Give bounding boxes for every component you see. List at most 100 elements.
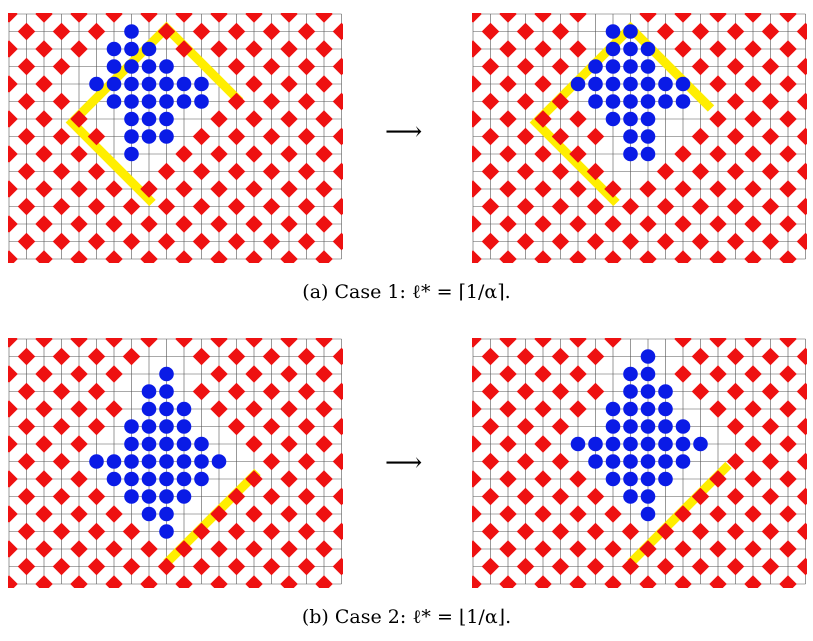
red-site — [35, 13, 53, 23]
red-site — [656, 22, 675, 41]
blue-site — [640, 59, 656, 74]
lattice — [472, 13, 807, 263]
red-site — [499, 215, 517, 233]
red-site — [586, 347, 605, 366]
red-site — [761, 92, 780, 111]
blue-site — [570, 76, 586, 92]
red-site — [639, 180, 657, 198]
blue-site — [141, 384, 157, 399]
blue-site — [124, 24, 139, 39]
red-site — [280, 40, 298, 58]
red-site — [744, 250, 762, 263]
red-site — [534, 13, 552, 23]
red-site — [761, 417, 780, 436]
red-site — [332, 232, 343, 251]
blue-site — [588, 94, 603, 109]
red-site — [315, 180, 333, 198]
red-site — [691, 522, 710, 541]
red-site — [227, 487, 246, 506]
red-site — [122, 197, 141, 216]
red-site — [481, 197, 500, 216]
red-site — [297, 57, 316, 76]
red-site — [779, 470, 797, 488]
red-site — [744, 145, 762, 163]
red-site — [472, 40, 482, 58]
red-site — [175, 180, 193, 198]
blue-site — [570, 436, 586, 452]
red-site — [551, 452, 570, 471]
red-site — [35, 180, 53, 198]
blue-site — [658, 76, 673, 92]
blue-site — [176, 401, 192, 417]
red-site — [744, 75, 762, 93]
red-site — [796, 382, 807, 401]
red-site — [472, 215, 482, 233]
red-site — [586, 162, 605, 181]
red-site — [70, 180, 88, 198]
red-site — [674, 180, 692, 198]
red-site — [140, 215, 158, 233]
red-site — [87, 162, 106, 181]
blue-site — [675, 76, 691, 92]
red-site — [499, 575, 517, 588]
red-site — [761, 522, 780, 541]
blue-site — [658, 401, 673, 417]
red-site — [796, 487, 807, 506]
red-site — [210, 180, 228, 198]
red-site — [52, 452, 71, 471]
red-site — [17, 522, 36, 541]
blue-site — [605, 94, 621, 109]
red-site — [796, 22, 807, 41]
blue-site — [675, 419, 691, 434]
red-site — [315, 505, 333, 523]
red-site — [761, 487, 780, 506]
red-site — [779, 40, 797, 58]
red-site — [227, 197, 246, 216]
red-site — [639, 575, 657, 588]
red-site — [481, 557, 500, 576]
transition-arrow-a: ⟶ — [385, 117, 423, 147]
red-site — [516, 487, 535, 506]
red-site — [332, 522, 343, 541]
red-site — [534, 40, 552, 58]
red-site — [551, 127, 570, 146]
red-site — [534, 215, 552, 233]
red-site — [52, 162, 71, 181]
blue-site — [141, 489, 157, 504]
red-site — [551, 57, 570, 76]
red-site — [569, 180, 587, 198]
blue-site — [194, 436, 209, 452]
blue-site — [588, 59, 603, 74]
red-site — [569, 145, 587, 163]
red-site — [297, 22, 316, 41]
red-site — [621, 197, 640, 216]
red-site — [332, 347, 343, 366]
red-site — [87, 22, 106, 41]
red-site — [52, 522, 71, 541]
red-site — [227, 22, 246, 41]
red-site — [35, 400, 53, 418]
red-site — [8, 110, 18, 128]
red-site — [499, 110, 517, 128]
red-site — [245, 435, 263, 453]
red-site — [17, 347, 36, 366]
red-site — [262, 92, 281, 111]
red-site — [569, 540, 587, 558]
red-site — [8, 40, 18, 58]
red-site — [516, 452, 535, 471]
blue-site — [658, 471, 673, 487]
blue-site — [605, 41, 621, 57]
blue-site — [141, 454, 157, 469]
red-site — [551, 92, 570, 111]
blue-site — [605, 24, 621, 39]
blue-site — [605, 111, 621, 127]
blue-site — [658, 94, 673, 109]
red-site — [726, 162, 745, 181]
red-site — [551, 487, 570, 506]
red-site — [8, 250, 18, 263]
red-site — [796, 452, 807, 471]
red-site — [280, 435, 298, 453]
red-site — [192, 382, 211, 401]
red-site — [140, 575, 158, 588]
red-site — [297, 417, 316, 436]
